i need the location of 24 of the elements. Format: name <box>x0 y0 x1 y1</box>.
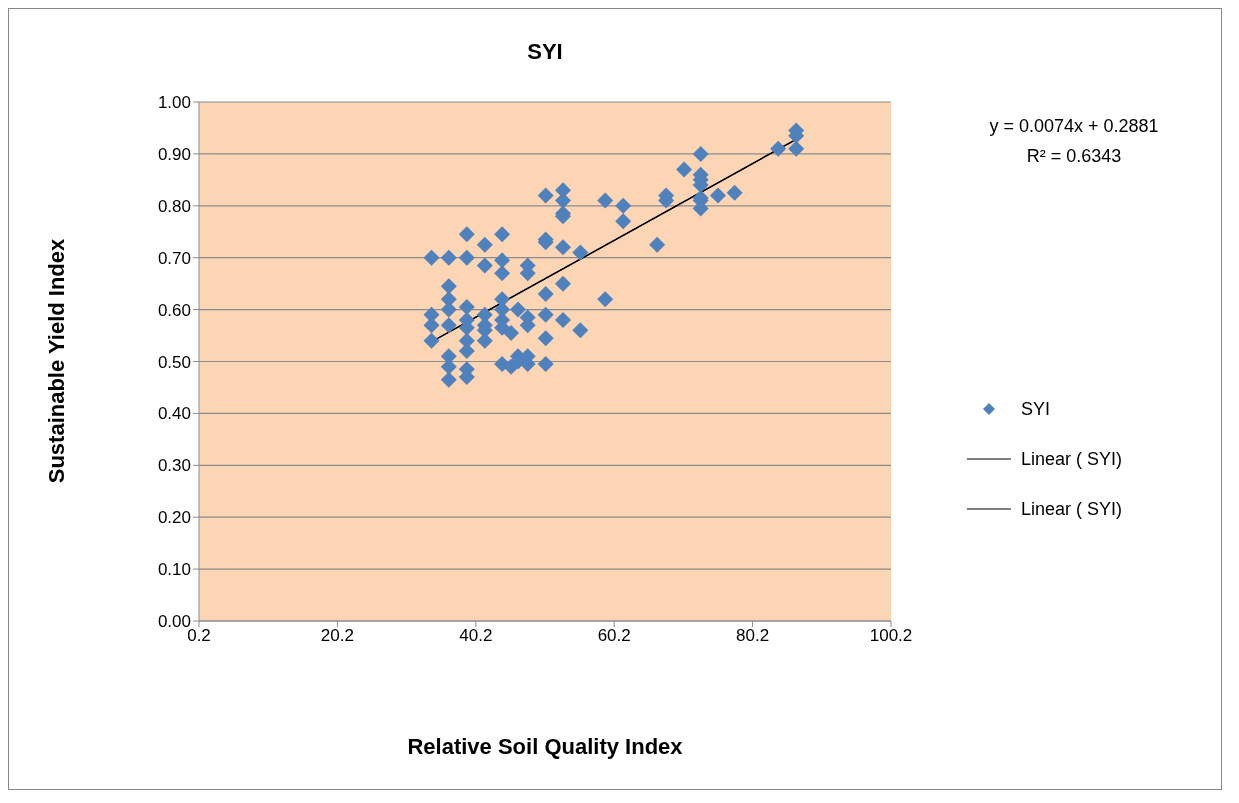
legend-label: Linear ( SYI) <box>1021 448 1123 470</box>
x-tick-label: 0.2 <box>187 626 211 646</box>
x-axis-title: Relative Soil Quality Index <box>406 734 684 760</box>
y-axis-title: Sustainable Yield Index <box>44 238 70 484</box>
y-tick-label: 0.70 <box>157 248 191 268</box>
text: R² = 0.6343 <box>1025 145 1123 168</box>
text: y = 0.0074x + 0.2881 <box>988 115 1160 138</box>
x-tick-label: 40.2 <box>459 626 493 646</box>
y-tick-label: 0.30 <box>157 456 191 476</box>
y-tick-label: 0.90 <box>157 144 191 164</box>
legend-label: SYI <box>1021 398 1051 420</box>
x-tick-label: 20.2 <box>320 626 354 646</box>
y-tick-label: 1.00 <box>157 93 191 113</box>
x-tick-label: 80.2 <box>736 626 770 646</box>
y-tick-label: 0.10 <box>157 560 191 580</box>
y-tick-label: 0.20 <box>157 508 191 528</box>
x-tick-label: 60.2 <box>597 626 631 646</box>
y-tick-label: 0.40 <box>157 404 191 424</box>
y-tick-label: 0.80 <box>157 196 191 216</box>
y-tick-label: 0.60 <box>157 300 191 320</box>
y-tick-label: 0.50 <box>157 352 191 372</box>
x-tick-label: 100.2 <box>869 626 913 646</box>
legend-label: Linear ( SYI) <box>1021 498 1123 520</box>
chart-title: SYI <box>526 39 564 65</box>
